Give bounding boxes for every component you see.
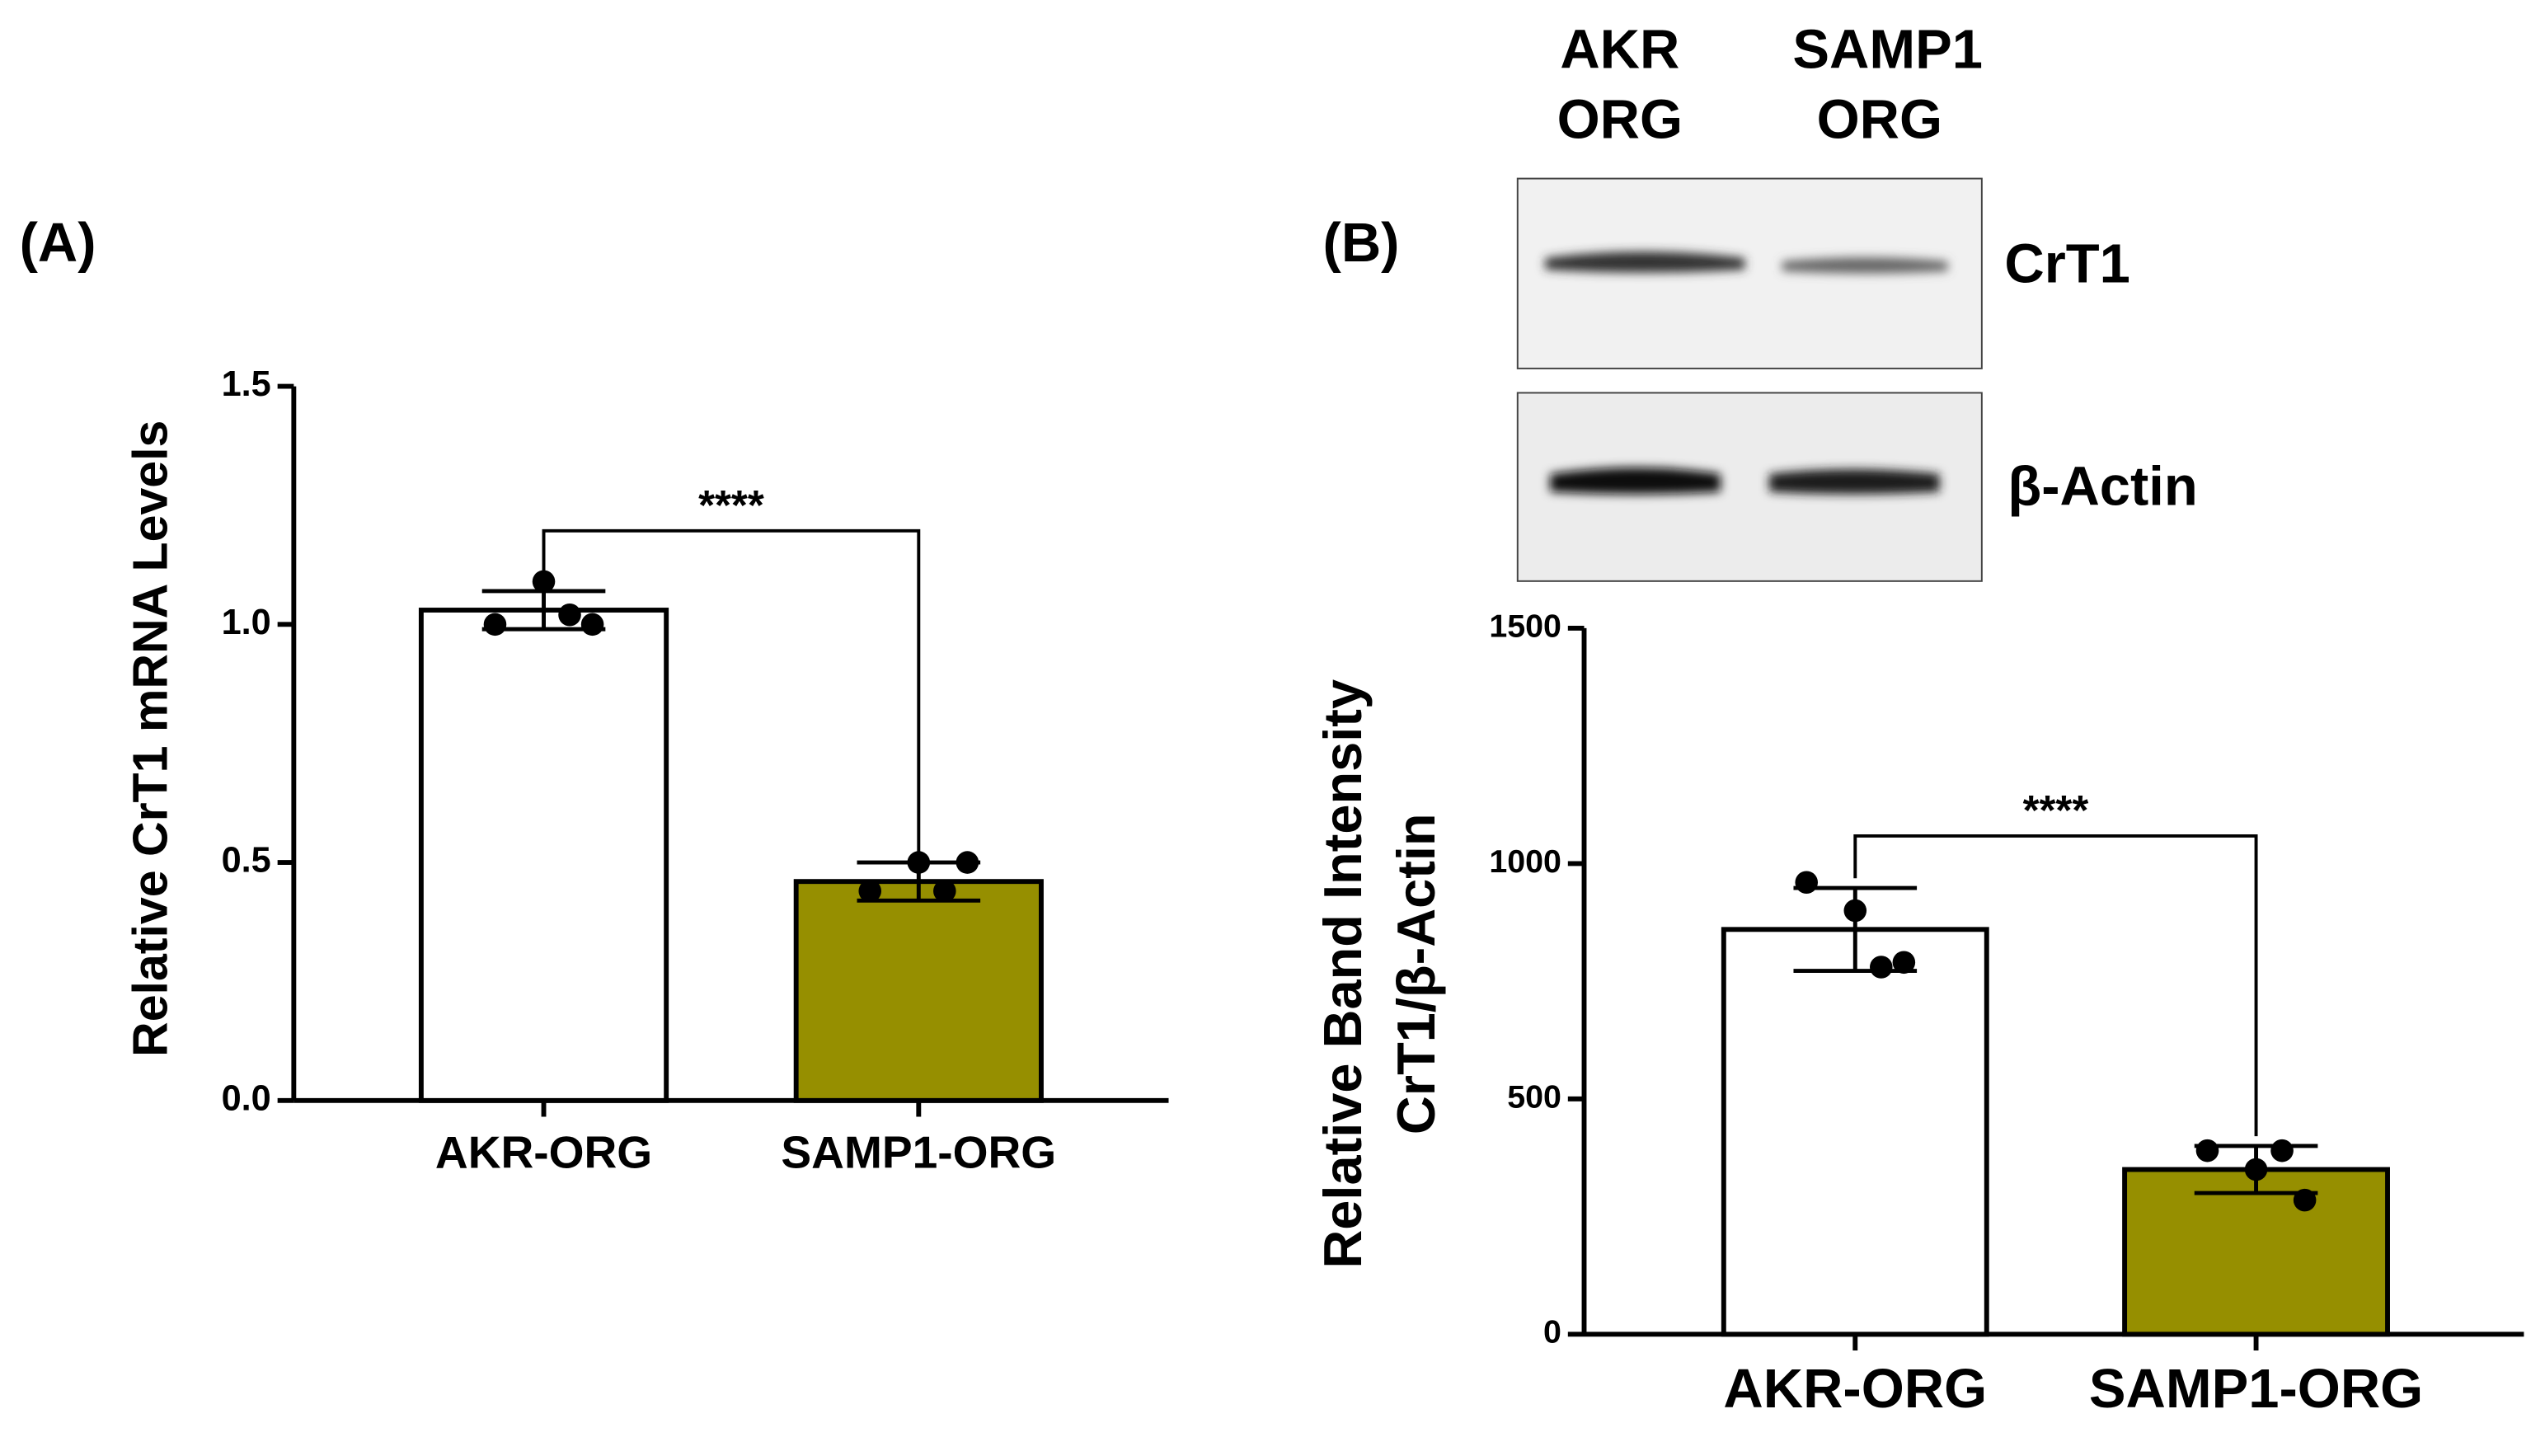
y-tick-label: 1.0 xyxy=(222,603,271,642)
y-axis-label: Relative Band Intensity xyxy=(1312,679,1373,1269)
blot-band xyxy=(1782,257,1948,274)
data-point xyxy=(1843,899,1867,923)
y-axis-label: Relative CrT1 mRNA Levels xyxy=(124,420,178,1057)
data-point xyxy=(933,879,956,903)
panel-label: (A) xyxy=(20,212,96,274)
significance-bracket xyxy=(542,528,921,853)
data-point xyxy=(1870,956,1893,979)
y-tick-label: 1.5 xyxy=(222,364,271,404)
data-point xyxy=(956,851,979,874)
y-tick-label: 1000 xyxy=(1489,843,1561,880)
x-tick-label: SAMP1-ORG xyxy=(2089,1358,2423,1420)
lane-label: ORG xyxy=(1557,88,1683,150)
bar xyxy=(793,879,1044,1103)
lane-label: AKR xyxy=(1560,19,1679,81)
significance-label: **** xyxy=(2023,787,2089,834)
x-tick-label: SAMP1-ORG xyxy=(781,1126,1056,1177)
y-tick-label: 0 xyxy=(1543,1314,1561,1350)
significance-label: **** xyxy=(698,481,764,528)
blot-panel xyxy=(1516,177,1983,369)
data-point xyxy=(580,613,604,636)
blot-band xyxy=(1768,468,1940,495)
y-tick-label: 500 xyxy=(1507,1078,1561,1115)
y-tick-label: 1500 xyxy=(1489,608,1561,644)
data-point xyxy=(1892,951,1916,975)
data-point xyxy=(558,603,581,627)
y-tick-label: 0.5 xyxy=(222,841,271,881)
blot-band xyxy=(1545,251,1745,273)
bar xyxy=(2122,1167,2390,1337)
data-point xyxy=(2195,1139,2219,1162)
y-tick-label: 0.0 xyxy=(222,1078,271,1118)
lane-label: ORG xyxy=(1817,88,1942,150)
data-point xyxy=(2270,1139,2294,1162)
y-axis-label: CrT1/β-Actin xyxy=(1386,813,1446,1134)
panel-label: (B) xyxy=(1323,212,1400,274)
x-tick-label: AKR-ORG xyxy=(1723,1358,1987,1420)
lane-label: SAMP1 xyxy=(1792,19,1983,81)
data-point xyxy=(907,851,931,874)
significance-bracket xyxy=(1853,834,2258,1137)
data-point xyxy=(2293,1188,2317,1212)
bar xyxy=(1721,927,1989,1337)
blot-band xyxy=(1550,467,1721,495)
bar xyxy=(418,608,669,1103)
band-label: β-Actin xyxy=(2007,455,2197,517)
data-point xyxy=(483,613,507,636)
data-point xyxy=(2244,1158,2268,1181)
x-tick-label: AKR-ORG xyxy=(435,1126,652,1177)
data-point xyxy=(532,570,556,594)
data-point xyxy=(1795,871,1818,895)
data-point xyxy=(858,879,882,903)
band-label: CrT1 xyxy=(2004,233,2129,295)
